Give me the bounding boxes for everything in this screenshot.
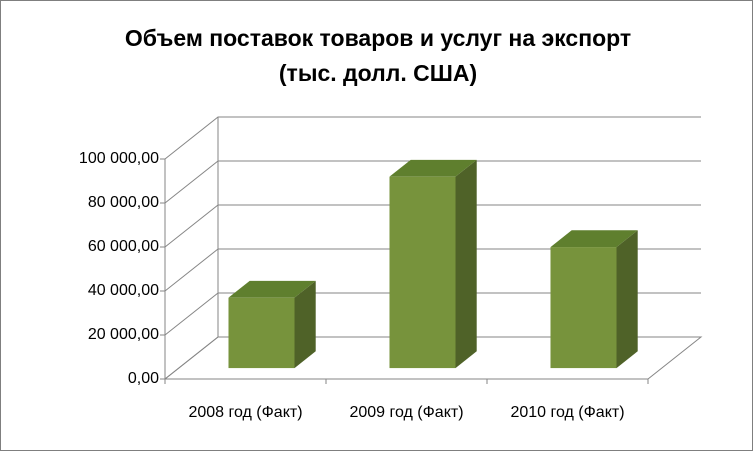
y-tick-label: 100 000,00 [79,150,159,167]
y-tick-label: 20 000,00 [88,326,159,343]
x-tick-label: 2009 год (Факт) [349,404,463,421]
y-tick-label: 0,00 [128,370,159,387]
bar-top [550,230,638,248]
y-tick-label: 60 000,00 [88,238,159,255]
chart-title: Объем поставок товаров и услуг на экспор… [125,25,631,51]
grid-line [164,336,701,380]
bar [389,176,456,369]
chart-title: (тыс. долл. США) [279,60,477,86]
bar [228,297,295,369]
grid-line [164,160,701,204]
y-tick-label: 40 000,00 [88,282,159,299]
grid-line [164,116,701,160]
bar [550,247,617,369]
grid-line [164,248,701,292]
bar-top [228,280,316,298]
x-tick-label: 2008 год (Факт) [188,404,302,421]
bar-side [455,159,477,369]
bar-side [294,280,316,369]
bar-side [616,230,638,369]
y-tick-label: 80 000,00 [88,194,159,211]
grid-line [164,204,701,248]
x-tick-label: 2010 год (Факт) [510,404,624,421]
grid-line [164,292,701,336]
bar-top [389,159,477,177]
